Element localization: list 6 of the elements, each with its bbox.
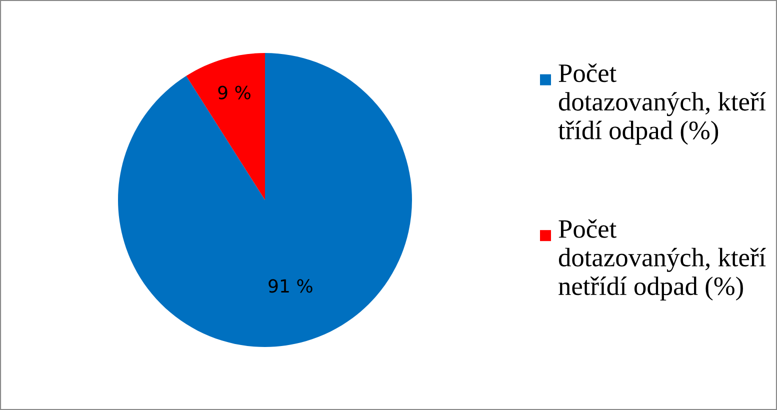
legend-label: Počet dotazovaných, kteří netřídí odpad (%) (558, 219, 766, 300)
legend-label: Počet dotazovaných, kteří třídí odpad (%) (558, 64, 766, 145)
pie-slice (118, 53, 412, 347)
data-label: 9 % (218, 86, 250, 100)
pie-slice (186, 53, 265, 200)
data-label: 91 % (268, 279, 312, 293)
